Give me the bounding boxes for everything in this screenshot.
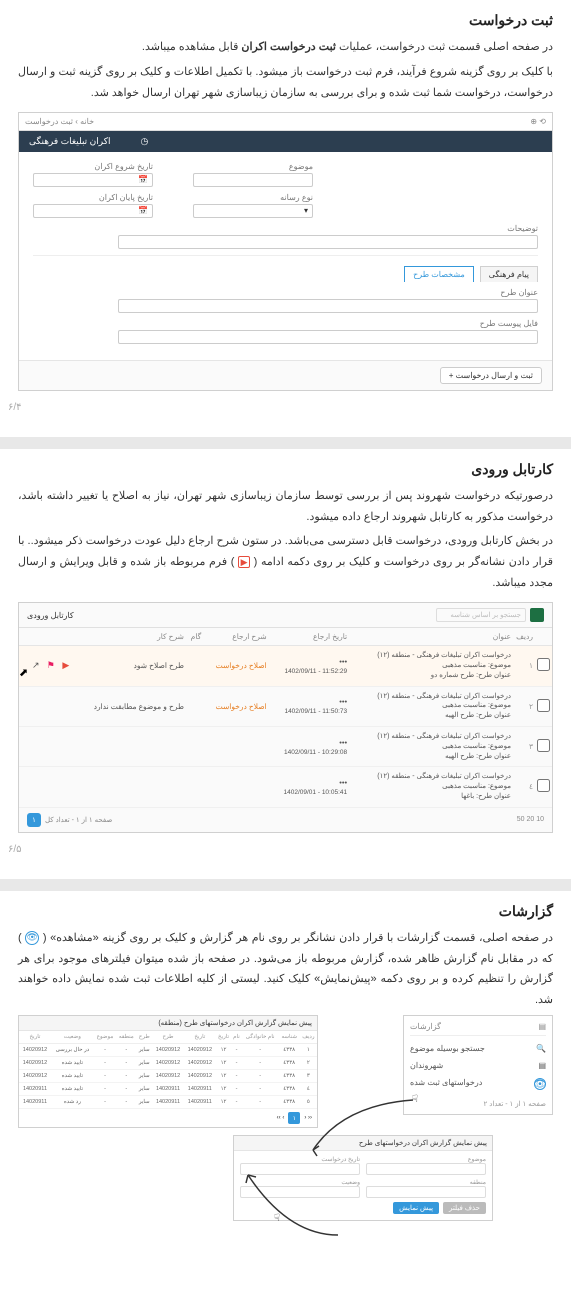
input-end[interactable]: 📅	[33, 204, 153, 218]
input[interactable]	[366, 1186, 486, 1198]
screenshot-form: ⟲ ⊕ خانه › ثبت درخواست ◷ اکران تبلیغات ف…	[18, 112, 553, 391]
input-media[interactable]: ▾	[193, 204, 313, 218]
table-row: ٥٤٣٣٨--١٢1402091114020911سایر--رد شده140…	[19, 1096, 317, 1109]
form-tab-header: ◷ اکران تبلیغات فرهنگی	[19, 131, 552, 152]
label-start: تاریخ شروع اکران	[33, 162, 153, 171]
action-icon[interactable]: ↗	[30, 660, 42, 672]
panel-title: گزارشات	[410, 1022, 441, 1031]
heading-reports: گزارشات	[18, 903, 553, 920]
action-icon[interactable]: ⚑	[45, 660, 57, 672]
text: در صفحه اصلی قسمت ثبت درخواست، عملیات	[336, 41, 553, 53]
section-register: ثبت درخواست در صفحه اصلی قسمت ثبت درخواس…	[0, 0, 571, 417]
reports-diagram: ▤گزارشات 🔍جستجو بوسیله موضوع ▤شهروندان 👁…	[18, 1015, 553, 1275]
para-1: در صفحه اصلی قسمت ثبت درخواست، عملیات ثب…	[18, 37, 553, 58]
search-label[interactable]: جستجو بوسیله موضوع	[410, 1044, 485, 1053]
section-inbox: کارتابل ورودی درصورتیکه درخواست شهروند پ…	[0, 449, 571, 859]
row-checkbox[interactable]	[537, 779, 550, 792]
table-row: ١٤٣٣٨--١٢1402091214020912سایر--در حال بر…	[19, 1044, 317, 1057]
page-number: ۶/۴	[8, 402, 22, 413]
page-number: ۶/۵	[8, 844, 22, 855]
eye-icon: 👁	[25, 931, 39, 945]
pager-page[interactable]: ١	[27, 813, 41, 827]
report-item-1[interactable]: شهروندان	[410, 1061, 443, 1070]
row-checkbox[interactable]	[537, 699, 550, 712]
screenshot-inbox: جستجو بر اساس شناسه کارتابل ورودی ردیفعن…	[18, 602, 553, 833]
continue-icon: ▶	[238, 556, 250, 568]
label-subject: موضوع	[193, 162, 313, 171]
table-row: ٢٤٣٣٨--١٢1402091214020912سایر--تایید شده…	[19, 1057, 317, 1070]
report-item-2[interactable]: درخواستهای ثبت شده	[410, 1078, 482, 1090]
table-row: ٤٤٣٣٨--١٢1402091114020911سایر--تایید شده…	[19, 1083, 317, 1096]
submit-button[interactable]: ثبت و ارسال درخواست +	[440, 367, 542, 384]
inbox-p1: درصورتیکه درخواست شهروند پس از بررسی توس…	[18, 486, 553, 528]
input-start[interactable]: 📅	[33, 173, 153, 187]
breadcrumb: خانه › ثبت درخواست	[25, 117, 94, 126]
result-title: پیش نمایش گزارش اکران درخواستهای طرح (من…	[19, 1016, 317, 1031]
label-end: تاریخ پایان اکران	[33, 193, 153, 202]
reports-list-panel: ▤گزارشات 🔍جستجو بوسیله موضوع ▤شهروندان 👁…	[403, 1015, 553, 1115]
label-title: عنوان طرح	[33, 288, 538, 297]
bold: ثبت درخواست اکران	[241, 41, 336, 53]
lbl: منطقه	[366, 1179, 486, 1186]
text: در صفحه اصلی، قسمت گزارشات با قرار دادن …	[39, 932, 553, 944]
heading-register: ثبت درخواست	[18, 12, 553, 29]
arrow-2	[228, 1165, 348, 1245]
excel-icon[interactable]	[530, 608, 544, 622]
label-file: فایل پیوست طرح	[33, 319, 538, 328]
row-checkbox[interactable]	[537, 658, 550, 671]
table-title: کارتابل ورودی	[27, 611, 74, 620]
heading-inbox: کارتابل ورودی	[18, 461, 553, 478]
result-panel: پیش نمایش گزارش اکران درخواستهای طرح (من…	[18, 1015, 318, 1128]
input-file[interactable]	[118, 330, 538, 344]
input-subject[interactable]	[193, 173, 313, 187]
subtab-1[interactable]: مشخصات طرح	[404, 266, 474, 282]
section-reports: گزارشات در صفحه اصلی، قسمت گزارشات با قر…	[0, 891, 571, 1288]
table-row: ٣٤٣٣٨--١٢1402091214020912سایر--تایید شده…	[19, 1070, 317, 1083]
para-2: با کلیک بر روی گزینه شروع فرآیند، فرم ثب…	[18, 62, 553, 104]
arrow-1	[303, 1095, 423, 1165]
text: قابل مشاهده میباشد.	[142, 41, 242, 53]
pager-info: صفحه ١ از ١ - تعداد کل	[45, 816, 112, 824]
inbox-p2: در بخش کارتابل ورودی، درخواست قابل دسترس…	[18, 531, 553, 594]
search-input[interactable]: جستجو بر اساس شناسه	[436, 608, 526, 622]
reports-p1: در صفحه اصلی، قسمت گزارشات با قرار دادن …	[18, 928, 553, 1012]
view-icon[interactable]: 👁	[534, 1078, 546, 1090]
subtab-strip: پیام فرهنگی مشخصات طرح	[33, 266, 538, 282]
table-row[interactable]: ٣درخواست اکران تبلیغات فرهنگی - منطقه (١…	[19, 726, 552, 766]
table-row[interactable]: ٢درخواست اکران تبلیغات فرهنگی - منطقه (١…	[19, 686, 552, 726]
subtab-2[interactable]: پیام فرهنگی	[480, 266, 538, 282]
form-body: موضوع تاریخ شروع اکران 📅 نوع رسانه ▾ تاریخ…	[19, 152, 552, 360]
breadcrumb-bar: ⟲ ⊕ خانه › ثبت درخواست	[19, 113, 552, 131]
form-tab-title: اکران تبلیغات فرهنگی	[29, 136, 111, 147]
result-pager: ‹‹ ‹١› ››	[19, 1109, 317, 1127]
input-desc[interactable]	[118, 235, 538, 249]
pager-sizes[interactable]: 10 20 50	[517, 816, 544, 823]
table-row[interactable]: ١درخواست اکران تبلیغات فرهنگی - منطقه (١…	[19, 646, 552, 686]
preview-btn[interactable]: پیش نمایش	[393, 1202, 439, 1214]
mini-pager: صفحه ١ از ١ - تعداد ٢	[410, 1100, 546, 1108]
input-title[interactable]	[118, 299, 538, 313]
result-table: ردیفشناسهنام خانوادگینامتاریختاریخطرحطرح…	[19, 1031, 317, 1109]
clear-filter-btn[interactable]: حذف فیلتر	[443, 1202, 486, 1214]
row-checkbox[interactable]	[537, 739, 550, 752]
continue-icon[interactable]: ▶	[60, 660, 72, 672]
table-row[interactable]: ٤درخواست اکران تبلیغات فرهنگی - منطقه (١…	[19, 767, 552, 807]
label-desc: توضیحات	[33, 224, 538, 233]
inbox-table: ردیفعنوانتاریخ ارجاعشرح ارجاعگامشرح کار …	[19, 628, 552, 808]
label-media: نوع رسانه	[193, 193, 313, 202]
pager: 10 20 50 صفحه ١ از ١ - تعداد کل ١	[19, 808, 552, 832]
